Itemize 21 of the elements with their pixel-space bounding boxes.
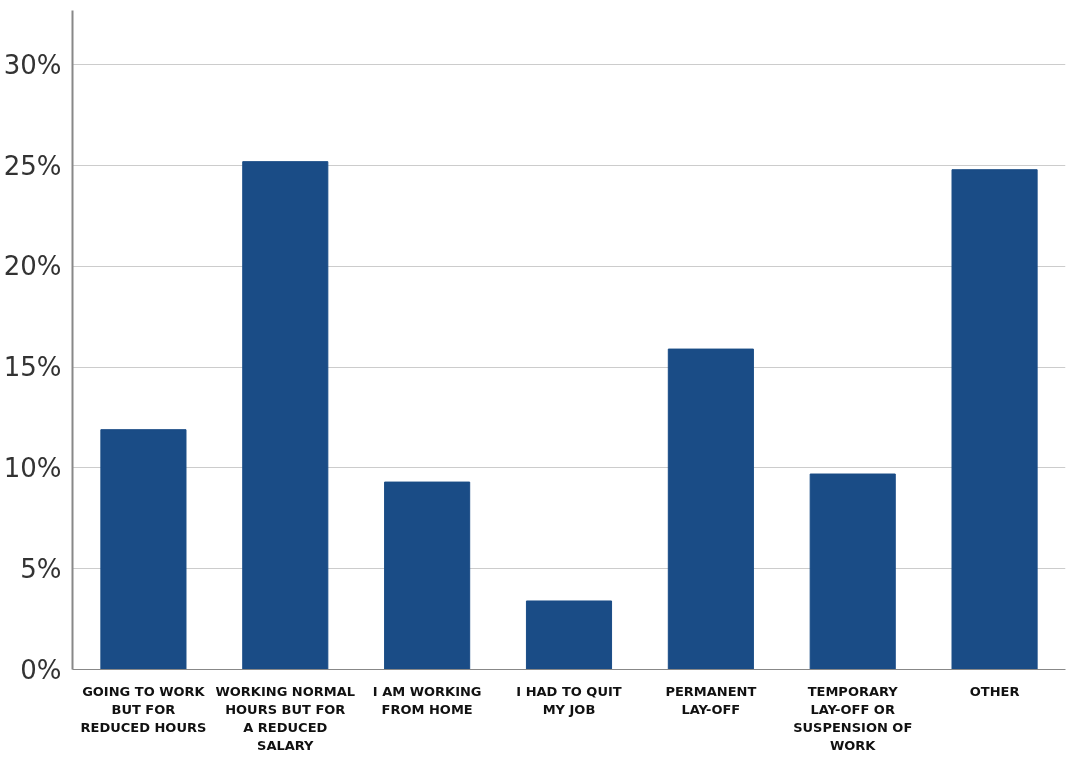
bar [384, 481, 471, 670]
x-tick-label: I HAD TO QUIT MY JOB [516, 683, 622, 717]
x-tick-label: OTHER [969, 683, 1020, 699]
x-tick-label: GOING TO WORK BUT FOR REDUCED HOURS [80, 683, 207, 735]
x-tick-label: TEMPORARY LAY-OFF OR SUSPENSION OF WORK [793, 683, 913, 753]
bar [667, 348, 754, 670]
bar [525, 600, 613, 670]
bar [100, 429, 187, 670]
y-tick-label: 5% [20, 553, 62, 584]
y-tick-label: 30% [3, 49, 62, 80]
x-tick-label: WORKING NORMAL HOURS BUT FOR A REDUCED SALARY [215, 683, 356, 753]
y-tick-label: 0% [20, 654, 62, 685]
y-tick-label: 10% [3, 452, 62, 483]
bar [242, 161, 329, 670]
y-tick-label: 20% [3, 251, 62, 282]
x-tick-label: PERMANENT LAY-OFF [665, 683, 757, 717]
bar [809, 473, 896, 670]
y-tick-label: 15% [3, 352, 62, 383]
y-tick-label: 25% [3, 150, 62, 181]
bar [951, 169, 1038, 670]
x-tick-label: I AM WORKING FROM HOME [372, 683, 482, 717]
